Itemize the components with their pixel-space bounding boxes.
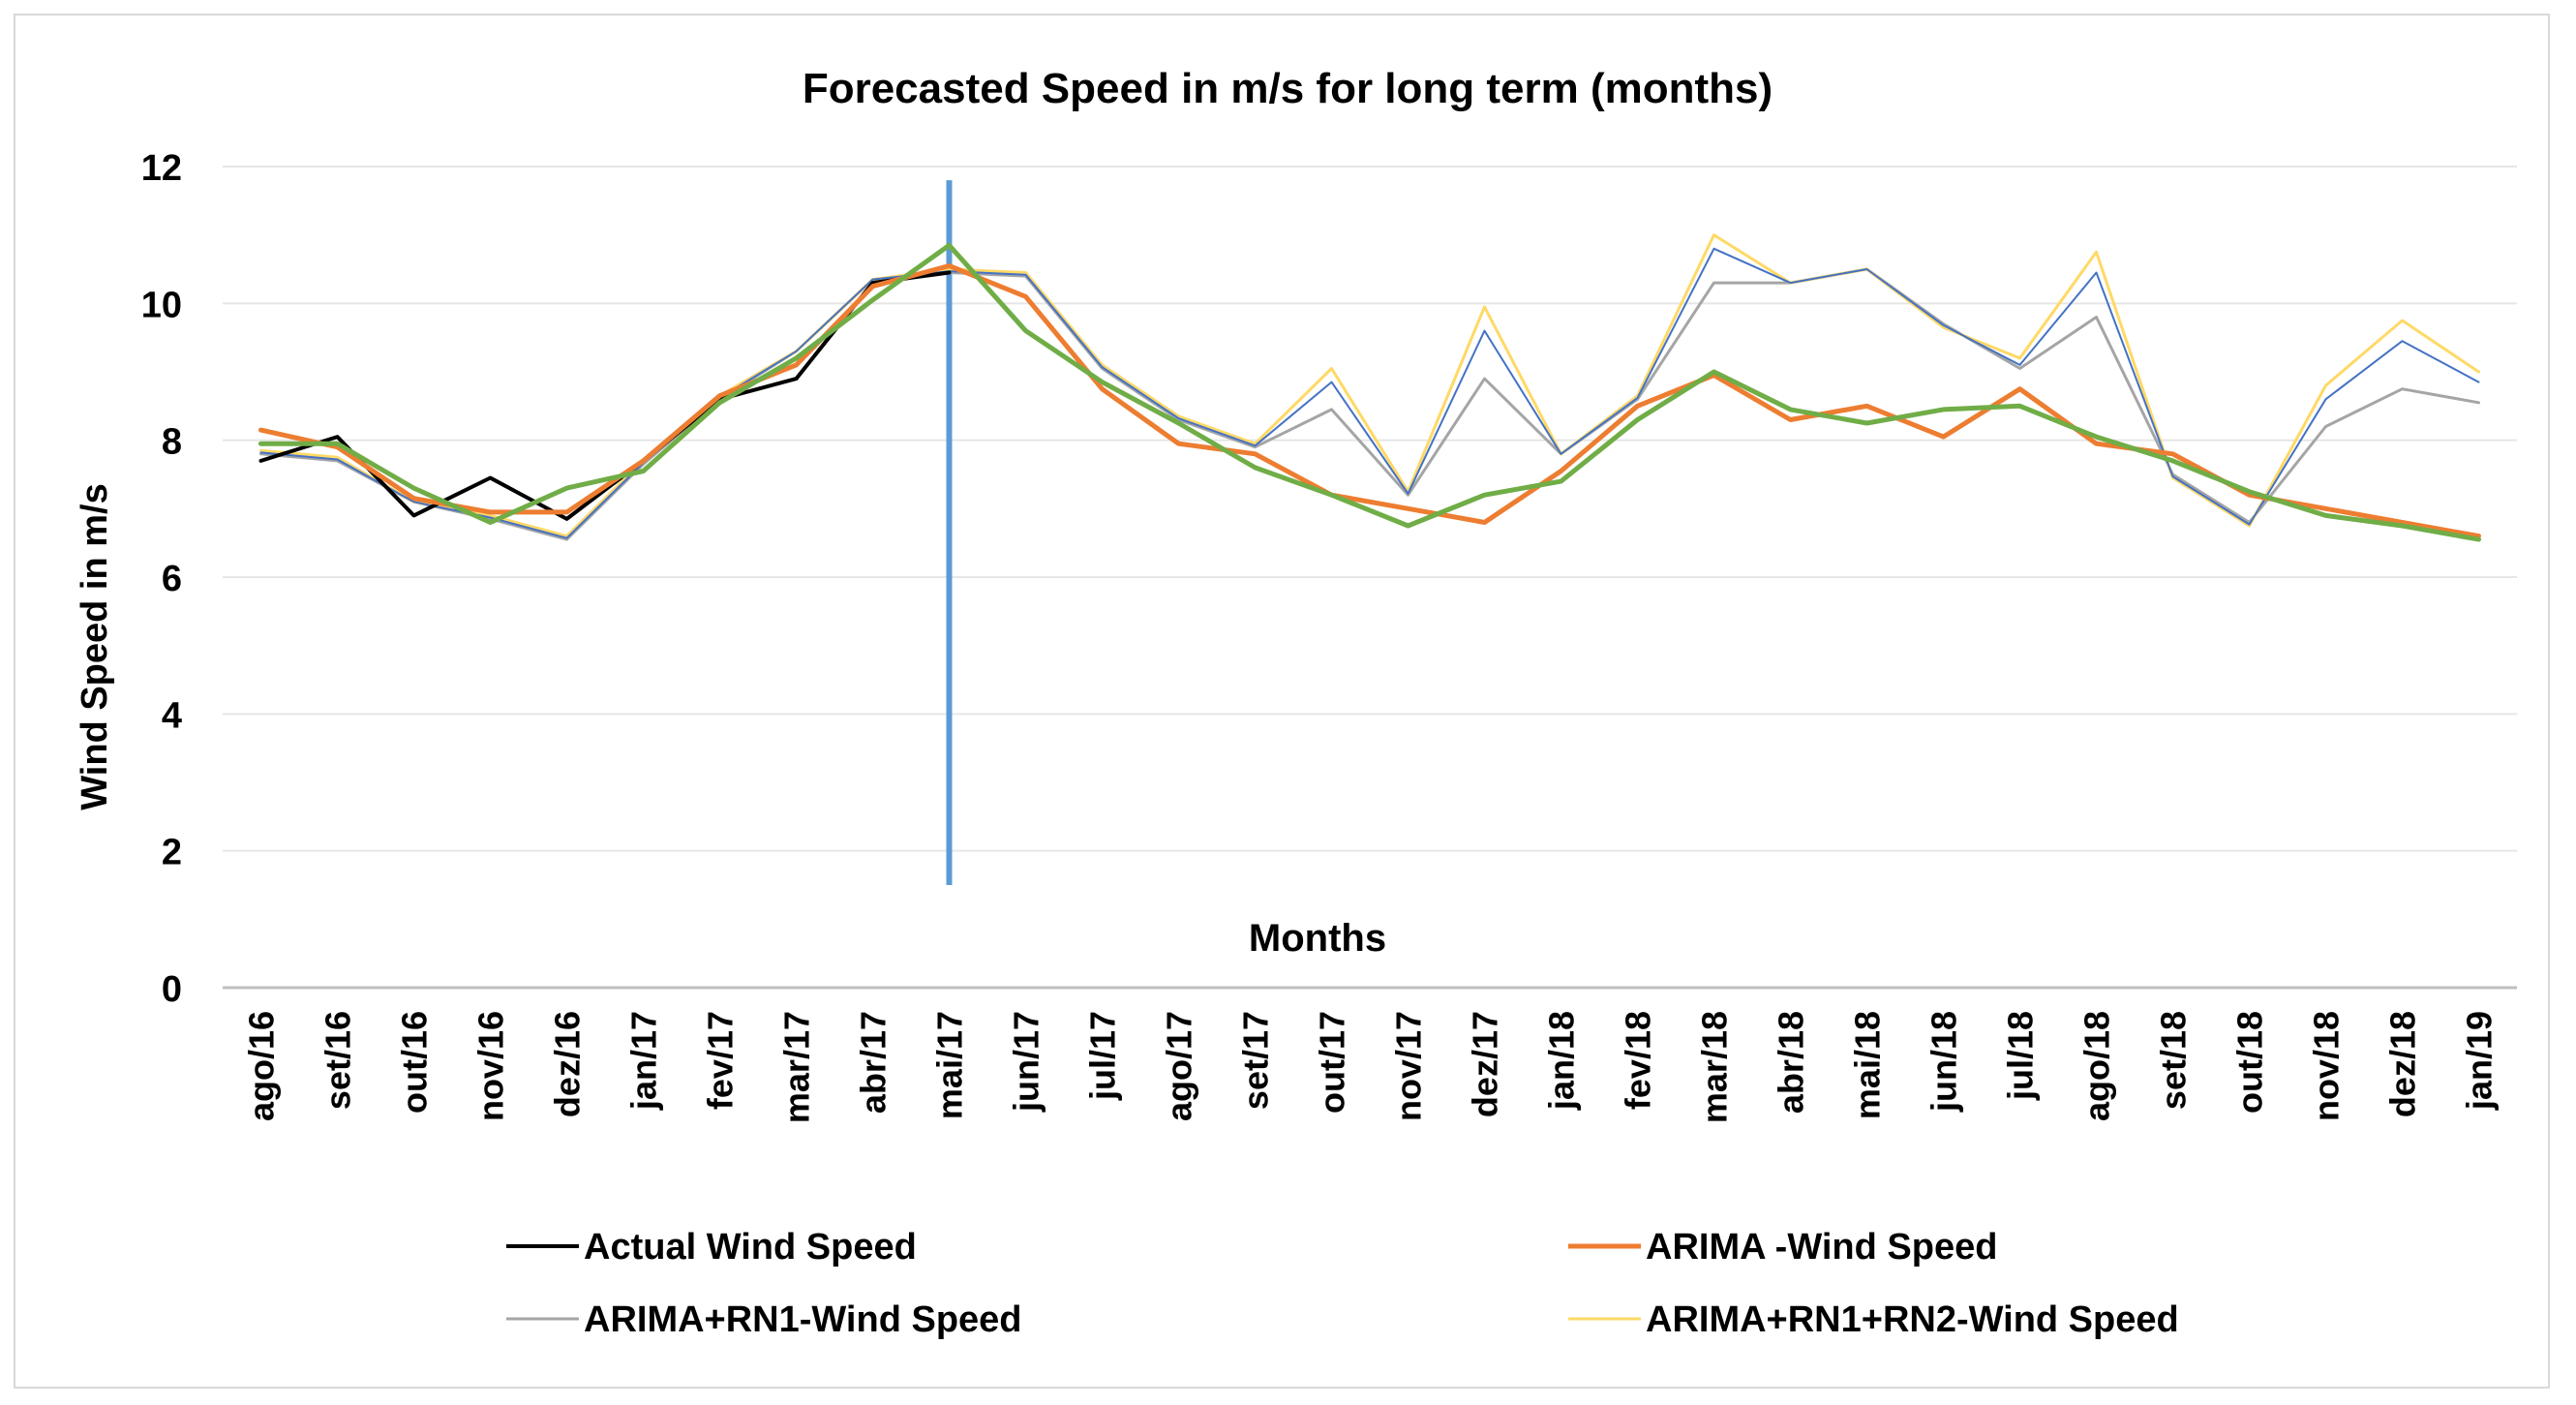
chart-title: Forecasted Speed in m/s for long term (m… [803, 65, 1773, 112]
x-tick-label: mai/17 [930, 1011, 970, 1119]
x-tick-label: jan/17 [624, 1011, 664, 1111]
x-tick-label: nov/18 [2307, 1011, 2347, 1121]
y-tick-label: 0 [162, 969, 182, 1010]
x-tick-labels: ago/16 set/16 out/16 nov/16 dez/16 jan/17 fev/… [242, 1011, 2500, 1123]
x-tick-label: fev/17 [701, 1011, 741, 1110]
legend-label: ARIMA -Wind Speed [1646, 1227, 1997, 1268]
y-tick-label: 2 [162, 833, 182, 873]
x-tick-label: mar/18 [1695, 1011, 1735, 1123]
x-axis-title: Months [1249, 917, 1386, 960]
x-tick-label: dez/16 [548, 1011, 588, 1117]
x-tick-label: dez/17 [1466, 1011, 1505, 1117]
x-tick-label: out/18 [2230, 1011, 2270, 1114]
x-tick-label: fev/18 [1619, 1011, 1658, 1110]
x-tick-label: set/18 [2154, 1011, 2194, 1110]
legend: Actual Wind Speed ARIMA -Wind Speed ARIMA+… [506, 1227, 2179, 1340]
y-tick-label: 4 [162, 695, 182, 736]
x-tick-label: jan/18 [1542, 1011, 1582, 1111]
x-tick-label: mar/17 [777, 1011, 817, 1123]
x-tick-label: dez/18 [2383, 1011, 2423, 1117]
grid [223, 166, 2517, 990]
x-tick-label: jan/19 [2460, 1011, 2500, 1111]
x-tick-label: jul/18 [2001, 1011, 2041, 1101]
y-tick-label: 12 [141, 148, 182, 189]
series-line-1 [258, 263, 2481, 539]
series-line-5 [258, 242, 2481, 542]
x-tick-label: jul/17 [1083, 1011, 1123, 1101]
x-tick-label: abr/18 [1772, 1011, 1811, 1114]
legend-label: ARIMA+RN1+RN2-Wind Speed [1646, 1299, 2179, 1340]
x-tick-label: nov/16 [471, 1011, 511, 1121]
y-axis-title: Wind Speed in m/s [75, 483, 115, 809]
x-tick-label: nov/17 [1389, 1011, 1429, 1121]
x-tick-label: out/16 [395, 1011, 435, 1114]
x-tick-label: ago/18 [2077, 1011, 2117, 1121]
x-tick-label: jun/17 [1007, 1011, 1046, 1113]
chart-frame [14, 14, 2550, 1389]
y-tick-label: 6 [162, 559, 182, 599]
x-tick-label: ago/17 [1160, 1011, 1199, 1121]
series-line-3 [259, 233, 2480, 538]
x-tick-label: set/16 [318, 1011, 358, 1110]
x-tick-label: mai/18 [1848, 1011, 1888, 1119]
y-tick-labels: 0 2 4 6 8 10 12 [141, 148, 182, 1010]
x-tick-label: abr/17 [854, 1011, 894, 1114]
x-tick-label: out/17 [1313, 1011, 1352, 1114]
x-tick-label: ago/16 [242, 1011, 282, 1121]
x-tick-label: jun/18 [1924, 1011, 1964, 1113]
y-tick-label: 10 [141, 285, 182, 325]
series-group [258, 233, 2481, 542]
legend-label: Actual Wind Speed [584, 1227, 917, 1268]
legend-label: ARIMA+RN1-Wind Speed [584, 1299, 1022, 1340]
y-tick-label: 8 [162, 422, 182, 463]
x-tick-label: set/17 [1236, 1011, 1276, 1110]
